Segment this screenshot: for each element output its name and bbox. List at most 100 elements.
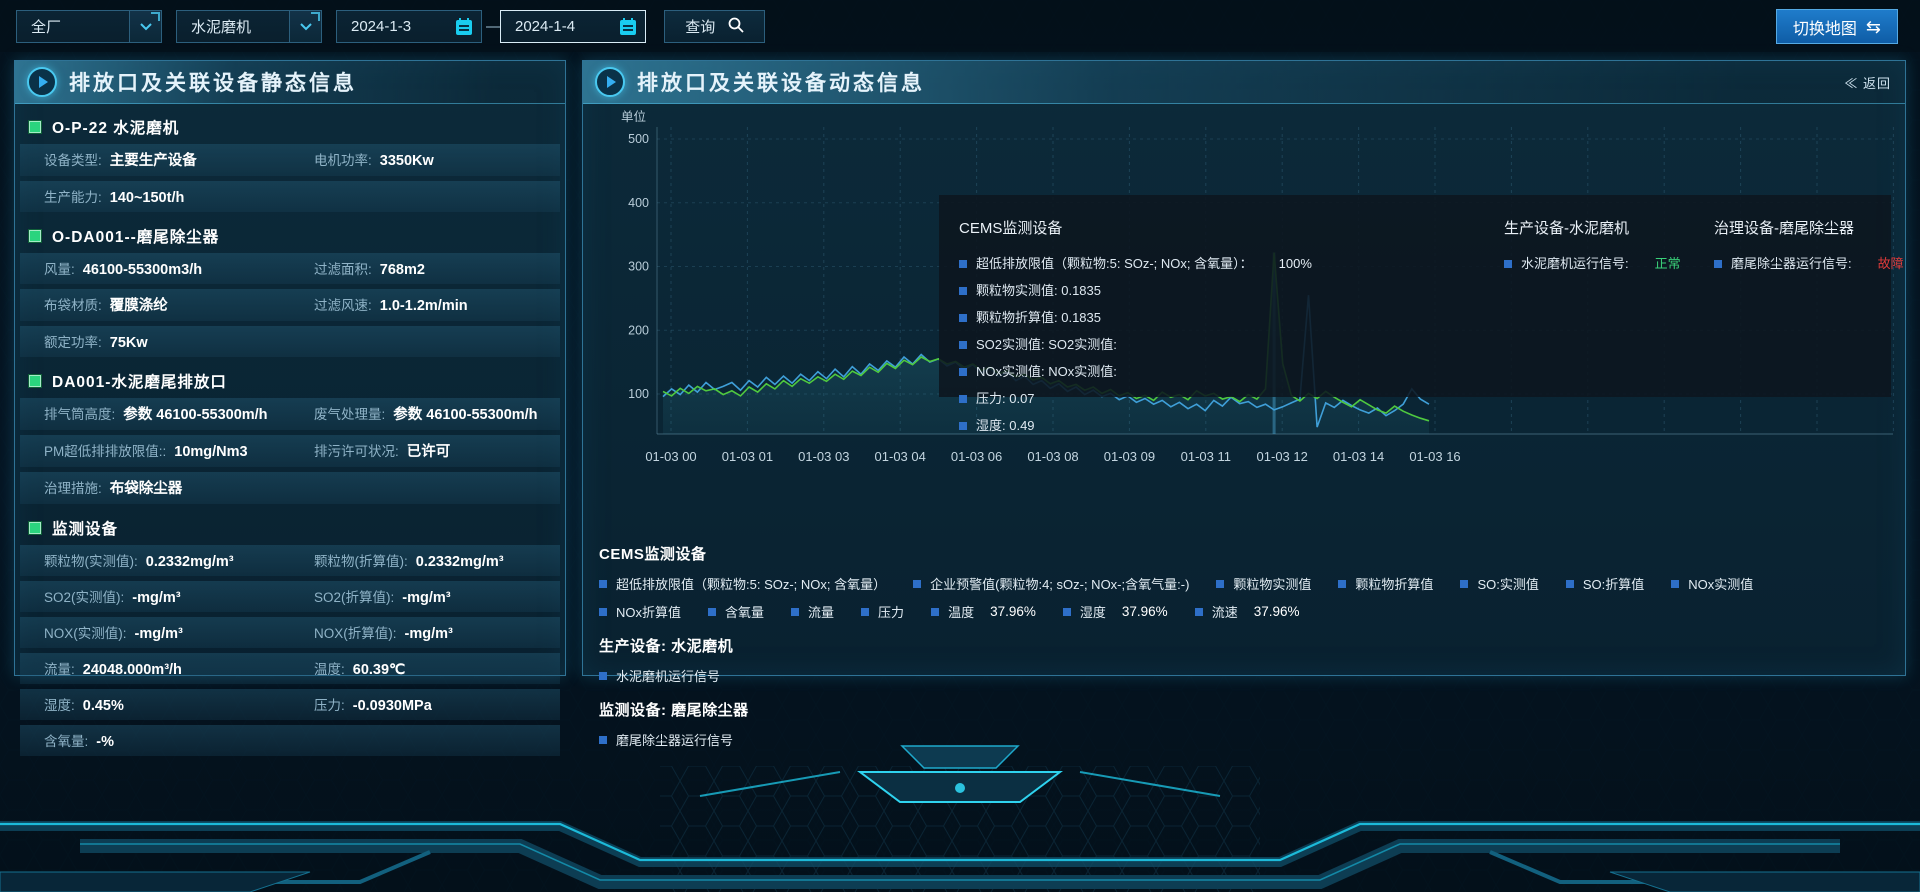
blue-square-bullet	[1216, 579, 1225, 588]
info-cell: 含氧量: -%	[20, 730, 290, 750]
field-label: 电机功率:	[314, 153, 372, 168]
info-cell: 颗粒物(实测值): 0.2332mg/m³	[20, 550, 290, 570]
field-label: 治理措施:	[44, 481, 102, 496]
legend-item[interactable]: 超低排放限值（颗粒物:5: SOz-; NOx; 含氧量）	[599, 574, 886, 593]
blue-square-bullet	[861, 607, 870, 616]
info-row: 治理措施: 布袋除尘器	[20, 472, 560, 504]
blue-square-bullet	[1194, 607, 1203, 616]
info-cell: 设备类型: 主要生产设备	[20, 149, 290, 170]
info-cell: 治理措施: 布袋除尘器	[20, 477, 290, 498]
field-label: SO2(折算值):	[314, 590, 395, 605]
field-label: 过滤风速:	[314, 298, 372, 313]
field-value: -%	[96, 734, 114, 750]
legend-item[interactable]: 流速 37.96%	[1194, 602, 1300, 621]
field-label: 额定功率:	[44, 335, 102, 350]
field-value: 参数 46100-55300m/h	[123, 407, 268, 423]
field-value: -mg/m³	[402, 590, 451, 606]
tooltip-item: SO2实测值: SO2实测值:	[959, 331, 1504, 358]
legend-item[interactable]: 颗粒物实测值	[1216, 574, 1311, 593]
chevron-down-icon[interactable]	[129, 11, 161, 42]
legend-row: 超低排放限值（颗粒物:5: SOz-; NOx; 含氧量） 企业预警值(颗粒物:4…	[599, 574, 1889, 593]
legend-item[interactable]: 企业预警值(颗粒物:4; sOz-; NOx-;含氧气量:-)	[913, 574, 1189, 593]
blue-square-bullet	[1062, 607, 1071, 616]
x-axis-tick: 01-03 01	[722, 449, 773, 464]
x-axis-tick: 01-03 09	[1104, 449, 1155, 464]
device-select[interactable]: 水泥磨机	[176, 10, 322, 43]
tooltip-item: 颗粒物实测值: 0.1835	[959, 277, 1504, 304]
field-label: 生产能力:	[44, 190, 102, 205]
green-square-bullet	[28, 374, 42, 388]
legend-item[interactable]: 湿度 37.96%	[1062, 602, 1168, 621]
info-row: 额定功率: 75Kw	[20, 326, 560, 357]
info-cell: 湿度: 0.45%	[20, 694, 290, 714]
blue-square-bullet	[959, 367, 967, 376]
field-value: 0.45%	[82, 698, 124, 714]
info-row: 颗粒物(实测值): 0.2332mg/m³ 颗粒物(折算值): 0.2332mg/m³	[20, 545, 560, 576]
legend-item[interactable]: 磨尾除尘器运行信号	[599, 730, 733, 749]
field-value: -0.0930MPa	[352, 698, 432, 714]
y-axis-tick: 300	[628, 260, 649, 274]
info-cell: 颗粒物(折算值): 0.2332mg/m³	[290, 550, 560, 570]
tooltip-item-value: 正常	[1654, 256, 1681, 271]
info-cell: SO2(折算值): -mg/m³	[290, 586, 560, 606]
start-date-input[interactable]: 2024-1-3	[336, 10, 482, 43]
info-row: PM超低排排放限值:: 10mg/Nm3 排污许可状况: 已许可	[20, 435, 560, 467]
legend-item[interactable]: SO:折算值	[1565, 574, 1644, 593]
legend-item-label: 颗粒物实测值	[1233, 577, 1312, 592]
legend-item-label: 压力	[878, 605, 905, 620]
switch-map-button[interactable]: 切换地图 ⇆	[1775, 9, 1898, 44]
query-button[interactable]: 查询	[664, 10, 765, 43]
x-axis-tick: 01-03 06	[951, 449, 1002, 464]
legend-item[interactable]: 颗粒物折算值	[1338, 574, 1433, 593]
legend-item[interactable]: 温度 37.96%	[931, 602, 1036, 621]
static-panel-header: 排放口及关联设备静态信息	[15, 61, 565, 104]
date-range-separator: —	[486, 18, 501, 35]
field-label: 过滤面积:	[314, 262, 372, 277]
info-row: 含氧量: -%	[20, 725, 560, 756]
static-panel-title: 排放口及关联设备静态信息	[69, 72, 357, 95]
plant-select[interactable]: 全厂	[16, 10, 162, 43]
tooltip-group-title: CEMS监测设备	[959, 220, 1063, 237]
info-cell: 过滤面积: 768m2	[290, 258, 560, 278]
tooltip-group: 治理设备-磨尾除尘器 磨尾除尘器运行信号: 故障	[1714, 211, 1904, 439]
calendar-icon[interactable]	[611, 11, 645, 42]
field-value: 参数 46100-55300m/h	[393, 407, 538, 423]
legend-item[interactable]: NOx实测值	[1671, 574, 1753, 593]
field-label: 湿度:	[44, 698, 75, 713]
back-link[interactable]: ≪ 返回	[1844, 76, 1891, 91]
chevron-down-icon[interactable]	[289, 11, 321, 42]
chart-container: 500 400 300 200 100 单位 01-03 00 01-03 01 01-03 0…	[591, 107, 1907, 487]
field-label: 布袋材质:	[44, 298, 102, 313]
legend-item[interactable]: 流量	[791, 602, 834, 621]
field-label: 含氧量:	[44, 734, 89, 749]
blue-square-bullet	[959, 394, 967, 403]
info-cell: 排污许可状况: 已许可	[290, 440, 560, 461]
end-date-input[interactable]: 2024-1-4	[500, 10, 646, 43]
section-heading: 监测设备	[17, 509, 563, 545]
tooltip-item-text: 颗粒物实测值: 0.1835	[976, 283, 1101, 298]
device-select-value: 水泥磨机	[191, 19, 252, 36]
legend-item[interactable]: 压力	[861, 602, 904, 621]
blue-square-bullet	[599, 671, 607, 680]
tooltip-item: NOx实测值: NOx实测值:	[959, 358, 1504, 385]
y-axis-tick: 400	[628, 196, 649, 210]
section-heading: O-DA001--磨尾除尘器	[17, 217, 563, 253]
chart-legend: CEMS监测设备 超低排放限值（颗粒物:5: SOz-; NOx; 含氧量） 企业预…	[599, 529, 1889, 758]
legend-item[interactable]: 水泥磨机运行信号	[599, 666, 720, 685]
dynamic-panel-title: 排放口及关联设备动态信息	[637, 72, 925, 95]
blue-square-bullet	[708, 607, 717, 616]
legend-item[interactable]: NOx折算值	[599, 602, 681, 621]
tooltip-group-title: 治理设备-磨尾除尘器	[1714, 220, 1854, 237]
calendar-icon[interactable]	[447, 11, 481, 42]
field-value: 140~150t/h	[109, 190, 185, 206]
legend-item[interactable]: SO:实测值	[1460, 574, 1539, 593]
legend-item[interactable]: 含氧量	[708, 602, 764, 621]
static-info-list: O-P-22 水泥磨机 设备类型: 主要生产设备 电机功率: 3350Kw 生产能力: 14…	[15, 104, 565, 756]
y-axis-tick: 100	[628, 387, 649, 401]
field-value: 主要生产设备	[109, 153, 197, 169]
tooltip-item-text: 湿度: 0.49	[976, 418, 1035, 433]
info-row: 流量: 24048.000m³/h 温度: 60.39℃	[20, 653, 560, 684]
legend-item-label: SO:实测值	[1477, 577, 1539, 592]
field-value: 0.2332mg/m³	[415, 554, 504, 570]
